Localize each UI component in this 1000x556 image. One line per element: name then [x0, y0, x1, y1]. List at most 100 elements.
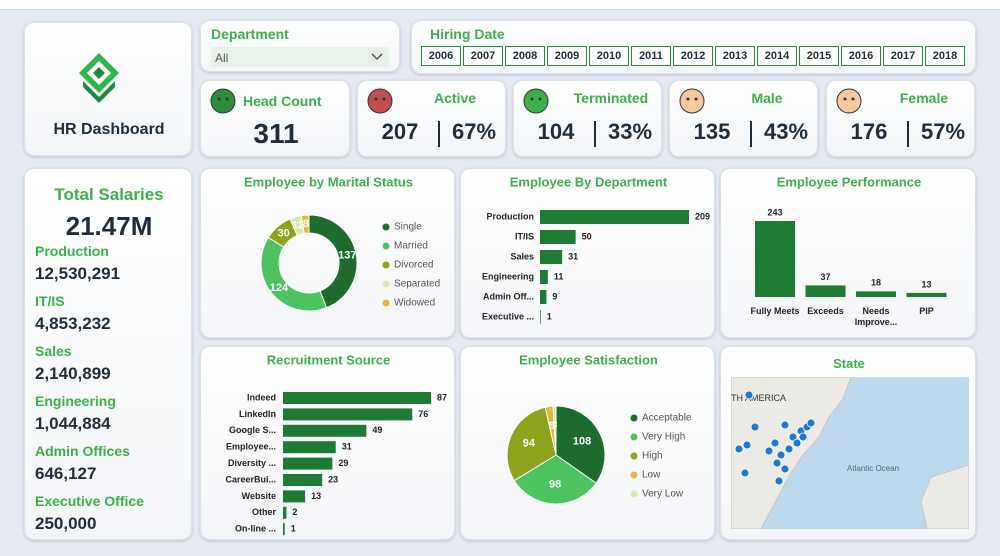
bar	[283, 506, 287, 519]
category-label: Website	[242, 491, 276, 501]
salary-name: Production	[35, 243, 109, 259]
salaries-title: Total Salaries	[54, 185, 164, 204]
chart-card: Employee Performance 243 37 18 13 Fully Meets…	[720, 168, 976, 338]
logo-icon	[79, 53, 119, 103]
salary-name: Sales	[35, 343, 72, 359]
slice	[555, 405, 606, 484]
kpi-card: Terminated 104 33%	[513, 80, 662, 157]
year-button[interactable]: 2012	[673, 46, 713, 66]
legend-label: Separated	[394, 279, 440, 290]
kpi-card: Female 176 57%	[826, 80, 975, 157]
year-button[interactable]: 2010	[589, 46, 629, 66]
map-label: TH AMERICA	[731, 393, 786, 403]
year-button[interactable]: 2006	[421, 46, 461, 66]
legend-label: Widowed	[394, 298, 435, 309]
salary-value: 2,140,899	[35, 364, 111, 383]
salary-name: Executive Office	[35, 493, 144, 509]
kpi-value: 207	[381, 119, 419, 144]
icon-shape	[367, 88, 393, 114]
kpi-card: Head Count 311	[200, 80, 350, 157]
category-label: Fully Meets	[750, 306, 800, 316]
kpi-percent: 67%	[451, 119, 497, 144]
salary-value: 646,127	[35, 464, 97, 483]
legend-marker	[382, 242, 390, 250]
top-bar	[0, 0, 1000, 10]
kpi-percent: 43%	[763, 119, 809, 144]
icon-shape	[679, 88, 705, 114]
icon-shape	[538, 97, 542, 101]
legend-marker	[630, 414, 638, 422]
map-label: Atlantic Ocean	[847, 464, 899, 473]
category-label: Admin Off...	[483, 291, 534, 301]
kpi-separator	[750, 121, 752, 147]
salary-name: Engineering	[35, 393, 116, 409]
bar	[283, 490, 306, 503]
logo-card: HR Dashboard	[24, 22, 192, 156]
kpi-percent: 33%	[607, 119, 653, 144]
kpi-icon	[523, 88, 549, 114]
chart-title: Employee by Marital Status	[244, 174, 413, 189]
category-label: CareerBui...	[225, 474, 276, 484]
year-button[interactable]: 2018	[925, 46, 965, 66]
bar	[283, 457, 333, 470]
category-label: Production	[487, 211, 535, 221]
legend-marker	[382, 299, 390, 307]
value-label: 13	[311, 491, 321, 501]
kpi-label: Terminated	[573, 90, 649, 106]
slice-label: 8	[549, 420, 555, 432]
slice-label: 98	[549, 478, 561, 490]
value-label: 1	[547, 311, 552, 321]
bar	[540, 290, 547, 304]
kpi-value: 104	[537, 119, 575, 144]
chart: Employee by Marital Status 137 Single 124 Ma…	[244, 174, 440, 312]
chart: Employee By Department Production 209 IT/IS…	[482, 174, 710, 324]
chart-card: Employee by Marital Status 137 Single 124 Ma…	[200, 168, 455, 338]
chart-title: Employee Performance	[777, 174, 922, 189]
value-label: 2	[292, 507, 297, 517]
slice	[513, 454, 597, 505]
category-label: Indeed	[247, 392, 276, 402]
year-button[interactable]: 2009	[547, 46, 587, 66]
category-label: Diversity ...	[228, 458, 276, 468]
year-button[interactable]: 2008	[505, 46, 545, 66]
slice-label: 12	[292, 219, 304, 231]
category-label: Employee...	[226, 442, 276, 452]
category-label: Needs Improve...	[854, 306, 898, 327]
value-label: 49	[372, 425, 382, 435]
kpi-value: 311	[253, 118, 299, 149]
salary-name: Admin Offices	[35, 443, 130, 459]
kpi-label: Female	[899, 90, 949, 106]
icon-shape	[530, 97, 534, 101]
department-dropdown[interactable]: All	[211, 47, 389, 67]
kpi-icon	[836, 88, 862, 114]
legend-marker	[382, 280, 390, 288]
slice	[308, 214, 358, 309]
slice-label: 94	[523, 437, 536, 449]
icon-shape	[843, 97, 847, 101]
kpi-value: 176	[850, 119, 888, 144]
legend-marker	[382, 223, 390, 231]
year-button[interactable]: 2011	[631, 46, 671, 66]
chart-title: Employee Satisfaction	[519, 352, 658, 367]
icon-shape	[374, 97, 378, 101]
year-button[interactable]: 2016	[841, 46, 881, 66]
bar	[805, 285, 846, 297]
year-button[interactable]: 2015	[799, 46, 839, 66]
icon-shape	[225, 97, 229, 101]
value-label: 29	[338, 458, 348, 468]
chart-title: Employee By Department	[510, 174, 668, 189]
year-button[interactable]: 2017	[883, 46, 923, 66]
legend-label: Low	[642, 470, 661, 481]
slice-label: 8	[303, 218, 309, 230]
salary-value: 250,000	[35, 514, 97, 533]
icon-shape	[523, 88, 549, 114]
value-label: 243	[767, 207, 782, 217]
bar	[540, 250, 563, 264]
chart-card: Recruitment Source Indeed 87 LinkedIn 76 Goog…	[200, 346, 455, 540]
year-button[interactable]: 2014	[757, 46, 797, 66]
chart-title: Recruitment Source	[267, 352, 391, 367]
year-button[interactable]: 2007	[463, 46, 503, 66]
category-label: Exceeds	[807, 306, 844, 316]
year-button[interactable]: 2013	[715, 46, 755, 66]
